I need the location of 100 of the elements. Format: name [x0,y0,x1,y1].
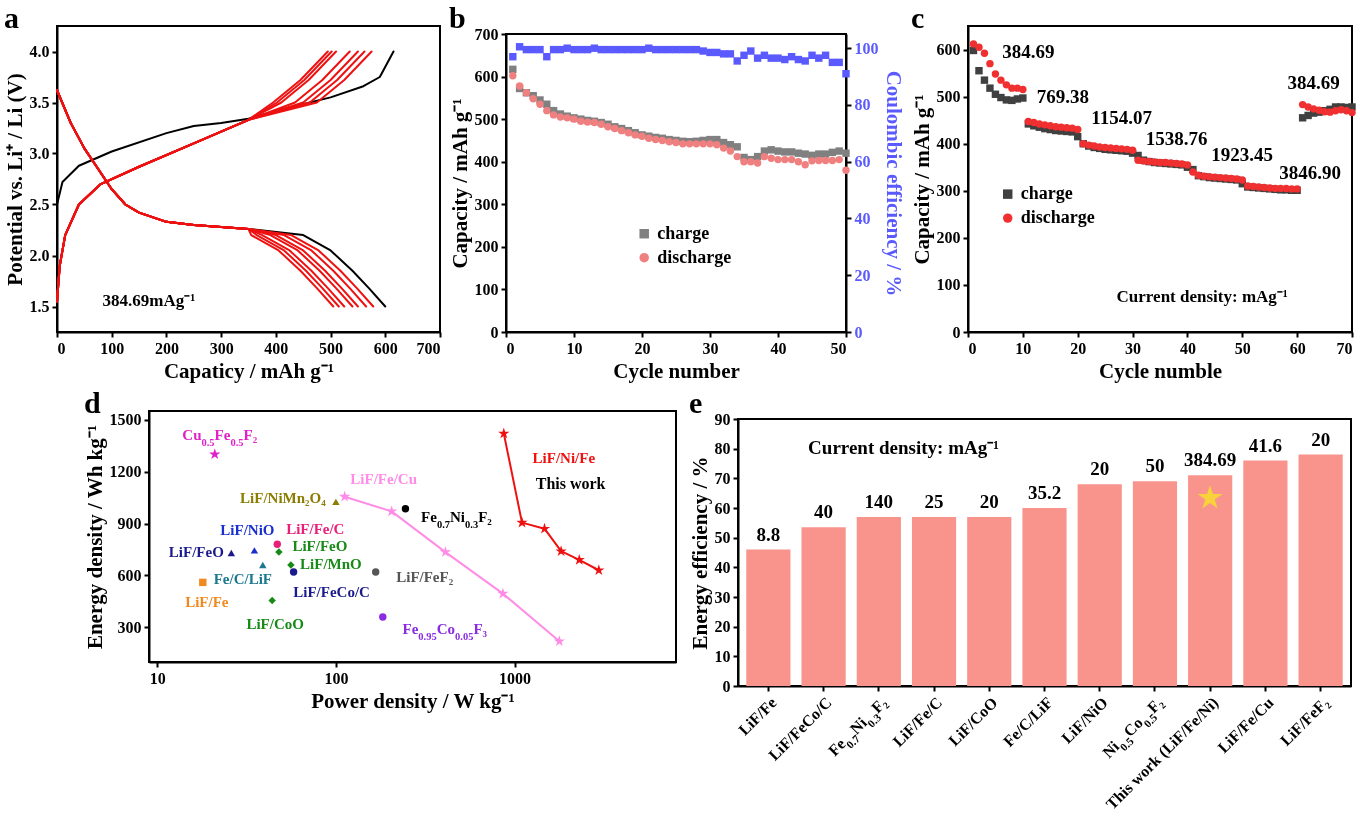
y-tick-label: 0 [490,323,499,341]
y-tick-label: 70 [714,469,731,487]
series-label: LiF/Fe/C [286,521,345,538]
x-tick-label: 1000 [499,669,532,687]
y-tick-label: 40 [714,558,731,576]
legend-label: charge [1020,183,1073,204]
annotation: 25 [924,490,944,512]
x-axis-title: Capaticy / mAh g⁻¹ [163,358,335,383]
x-axis-title: Power density / W kg⁻¹ [311,688,515,713]
series-label: LiF/Ni/Fe [532,449,596,466]
x-tick-label: 30 [702,339,719,357]
x-tick-label: 20 [634,339,651,357]
series-label: LiF/FeO [292,538,348,555]
y-tick-label: 700 [474,25,499,43]
x-tick-label: 40 [1179,339,1196,357]
x-tick-label: 100 [324,669,349,687]
y-tick-label: 600 [936,41,961,59]
annotation: 35.2 [1027,482,1062,503]
x-axis-title: Cycle numble [1098,358,1223,383]
y2-tick-label: 0 [854,323,863,341]
y-tick-label: 900 [117,515,142,533]
x-tick-label: 50 [1234,339,1251,357]
y-tick-label: 20 [714,618,731,636]
x-tick-label: 0 [57,339,66,357]
y-tick-label: 2.0 [29,247,50,264]
y-tick-label: 90 [714,410,731,428]
series-label: LiF/FeF₂ [396,568,454,585]
y-tick-label: 200 [474,238,499,256]
y-tick-label: 1200 [109,463,142,481]
y-tick-label: 500 [936,88,961,106]
y-tick-label: 400 [474,153,499,171]
x-tick-label: 70 [1336,339,1353,357]
y-tick-label: 300 [117,618,142,636]
series-label: Fe/C/LiF [213,571,272,588]
x-tick-label: 40 [770,339,787,357]
x-tick-label: 700 [416,339,441,357]
annotation: 384.69 [1287,71,1340,93]
series-label: Fe$_{0.7}$Ni$_{0.3}$F₂ [421,508,493,530]
y-tick-label: 200 [936,229,961,247]
series-label: LiF/CoO [246,615,304,632]
x-tick-label: 300 [209,339,234,357]
annotation: 50 [1145,455,1165,477]
y2-tick-label: 80 [854,96,871,114]
y-tick-label: 100 [474,280,499,298]
annotation: 3846.90 [1279,162,1342,184]
y-tick-label: 100 [936,276,961,294]
annotation: 384.69 [1184,449,1237,471]
x-tick-label: 10 [566,339,583,357]
annotation: 8.8 [756,523,781,545]
y-tick-label: 600 [117,566,142,584]
y-tick-label: 3.5 [29,94,50,111]
annotation: 769.38 [1036,85,1089,107]
y2-tick-label: 40 [854,209,871,227]
annotation: Current density: mAg⁻¹ [1116,286,1288,306]
annotation: Current density: mAg⁻¹ [808,437,999,459]
x-axis-title: Cycle number [613,358,740,383]
y-tick-label: 300 [936,182,961,200]
series-label: Fe$_{0.95}$Co$_{0.05}$F₃ [402,620,488,642]
annotation: This work [535,474,606,492]
legend-label: charge [657,222,710,243]
y-tick-label: 3.0 [29,145,50,162]
chart-title: b [449,1,466,34]
series-label: Cu$_{0.5}$Fe$_{0.5}$F₂ [182,427,258,448]
y-tick-label: 50 [714,529,731,547]
series-label: LiF/NiO [220,522,275,539]
annotation: 40 [814,501,834,523]
y2-tick-label: 20 [854,266,871,284]
y2-tick-label: 100 [854,39,879,57]
y2-axis-title: Coulombic efficiency / % [881,70,906,297]
annotation: 20 [1311,428,1331,450]
series-label: LiF/MnO [300,556,362,573]
x-tick-label: 0 [968,339,977,357]
annotation: 41.6 [1248,434,1283,456]
x-tick-label: 200 [154,339,179,357]
y-tick-label: 400 [936,135,961,153]
series-label: LiF/Fe [185,594,229,611]
y-tick-label: 1500 [109,411,142,429]
chart-title: e [689,386,703,419]
annotation: 1923.45 [1211,143,1274,165]
y-axis-title: Capacity / mAh g⁻¹ [909,94,934,265]
y-tick-label: 60 [714,499,731,517]
x-tick-label: 20 [1070,339,1087,357]
y-tick-label: 80 [714,440,731,458]
legend-label: discharge [657,246,732,267]
y-tick-label: 4.0 [29,43,50,60]
annotation: 20 [1090,458,1110,480]
chart-title: a [4,1,19,34]
series-label: LiF/NiMn₂O₄ [240,489,327,506]
legend-label: discharge [1020,207,1095,228]
annotation: 20 [979,490,999,512]
annotation: 1154.07 [1091,106,1153,128]
series-label: LiF/Fe/Cu [350,470,418,487]
annotation: 1538.76 [1145,127,1208,149]
series-label: LiF/FeO [168,543,224,560]
x-tick-label: 500 [319,339,344,357]
x-tick-label: 30 [1125,339,1142,357]
annotation: 384.69mAg⁻¹ [102,291,196,311]
annotation: 140 [864,490,894,512]
y-axis-title: Energy efficiency / % [687,456,712,650]
y-tick-label: 600 [474,68,499,86]
